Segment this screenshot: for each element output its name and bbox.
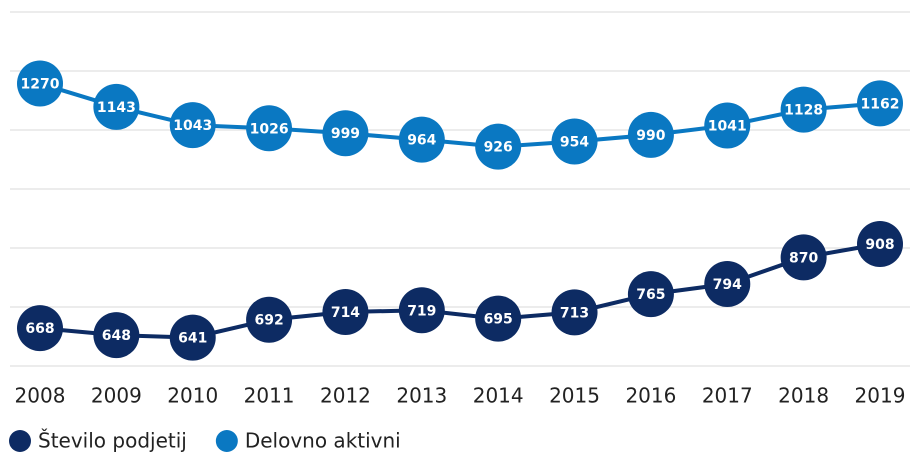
data-label: 1043 xyxy=(173,118,212,134)
point xyxy=(551,289,598,336)
x-tick-label: 2010 xyxy=(167,384,218,408)
data-label: 964 xyxy=(407,133,436,149)
point xyxy=(475,295,522,342)
data-label: 794 xyxy=(713,277,742,293)
data-label: 719 xyxy=(407,303,436,319)
point xyxy=(17,60,63,107)
point xyxy=(627,111,674,158)
point xyxy=(780,86,827,133)
legend-label: Število podjetij xyxy=(38,429,187,453)
data-label: 1026 xyxy=(250,121,289,137)
data-label: 1128 xyxy=(784,103,823,119)
data-label: 765 xyxy=(636,287,665,303)
data-label: 1270 xyxy=(21,77,60,93)
point xyxy=(17,305,63,352)
legend-marker xyxy=(215,430,238,452)
x-tick-label: 2013 xyxy=(396,384,447,408)
point xyxy=(93,312,140,359)
data-label: 1041 xyxy=(708,119,747,135)
data-label: 990 xyxy=(636,128,665,144)
data-label: 926 xyxy=(484,140,513,156)
data-label: 1143 xyxy=(97,100,136,116)
legend-marker xyxy=(9,430,31,452)
data-label: 695 xyxy=(484,312,513,328)
point xyxy=(398,116,445,163)
x-tick-label: 2009 xyxy=(91,384,142,408)
point xyxy=(780,234,827,281)
grid xyxy=(10,11,910,367)
point xyxy=(704,260,751,307)
data-label: 908 xyxy=(865,237,894,253)
point xyxy=(704,102,751,149)
point xyxy=(169,102,216,149)
data-label: 714 xyxy=(331,305,360,321)
x-tick-label: 2016 xyxy=(625,384,676,408)
point xyxy=(322,289,369,336)
x-tick-label: 2015 xyxy=(549,384,600,408)
x-tick-label: 2012 xyxy=(320,384,371,408)
point xyxy=(322,110,369,157)
data-label: 641 xyxy=(178,331,207,347)
point xyxy=(246,296,293,343)
legend-label: Delovno aktivni xyxy=(245,429,401,453)
data-label: 648 xyxy=(102,328,131,344)
x-tick-label: 2011 xyxy=(244,384,295,408)
data-label: 999 xyxy=(331,126,360,142)
x-tick-label: 2014 xyxy=(473,384,524,408)
data-label: 668 xyxy=(25,321,54,337)
point xyxy=(551,118,598,165)
series-line xyxy=(39,242,881,340)
x-tick-label: 2008 xyxy=(15,384,66,408)
x-tick-label: 2017 xyxy=(702,384,753,408)
x-tick-label: 2018 xyxy=(778,384,829,408)
data-label: 954 xyxy=(560,134,589,150)
point xyxy=(475,123,522,170)
data-label: 1162 xyxy=(861,96,900,112)
data-label: 692 xyxy=(254,313,283,329)
point xyxy=(246,105,293,152)
point xyxy=(398,287,445,334)
point xyxy=(627,271,674,318)
point xyxy=(857,221,903,268)
point xyxy=(93,83,140,130)
point xyxy=(169,314,216,361)
point xyxy=(857,80,903,127)
x-tick-label: 2019 xyxy=(855,384,906,408)
data-label: 713 xyxy=(560,305,589,321)
series-line xyxy=(39,81,881,149)
data-label: 870 xyxy=(789,250,818,266)
